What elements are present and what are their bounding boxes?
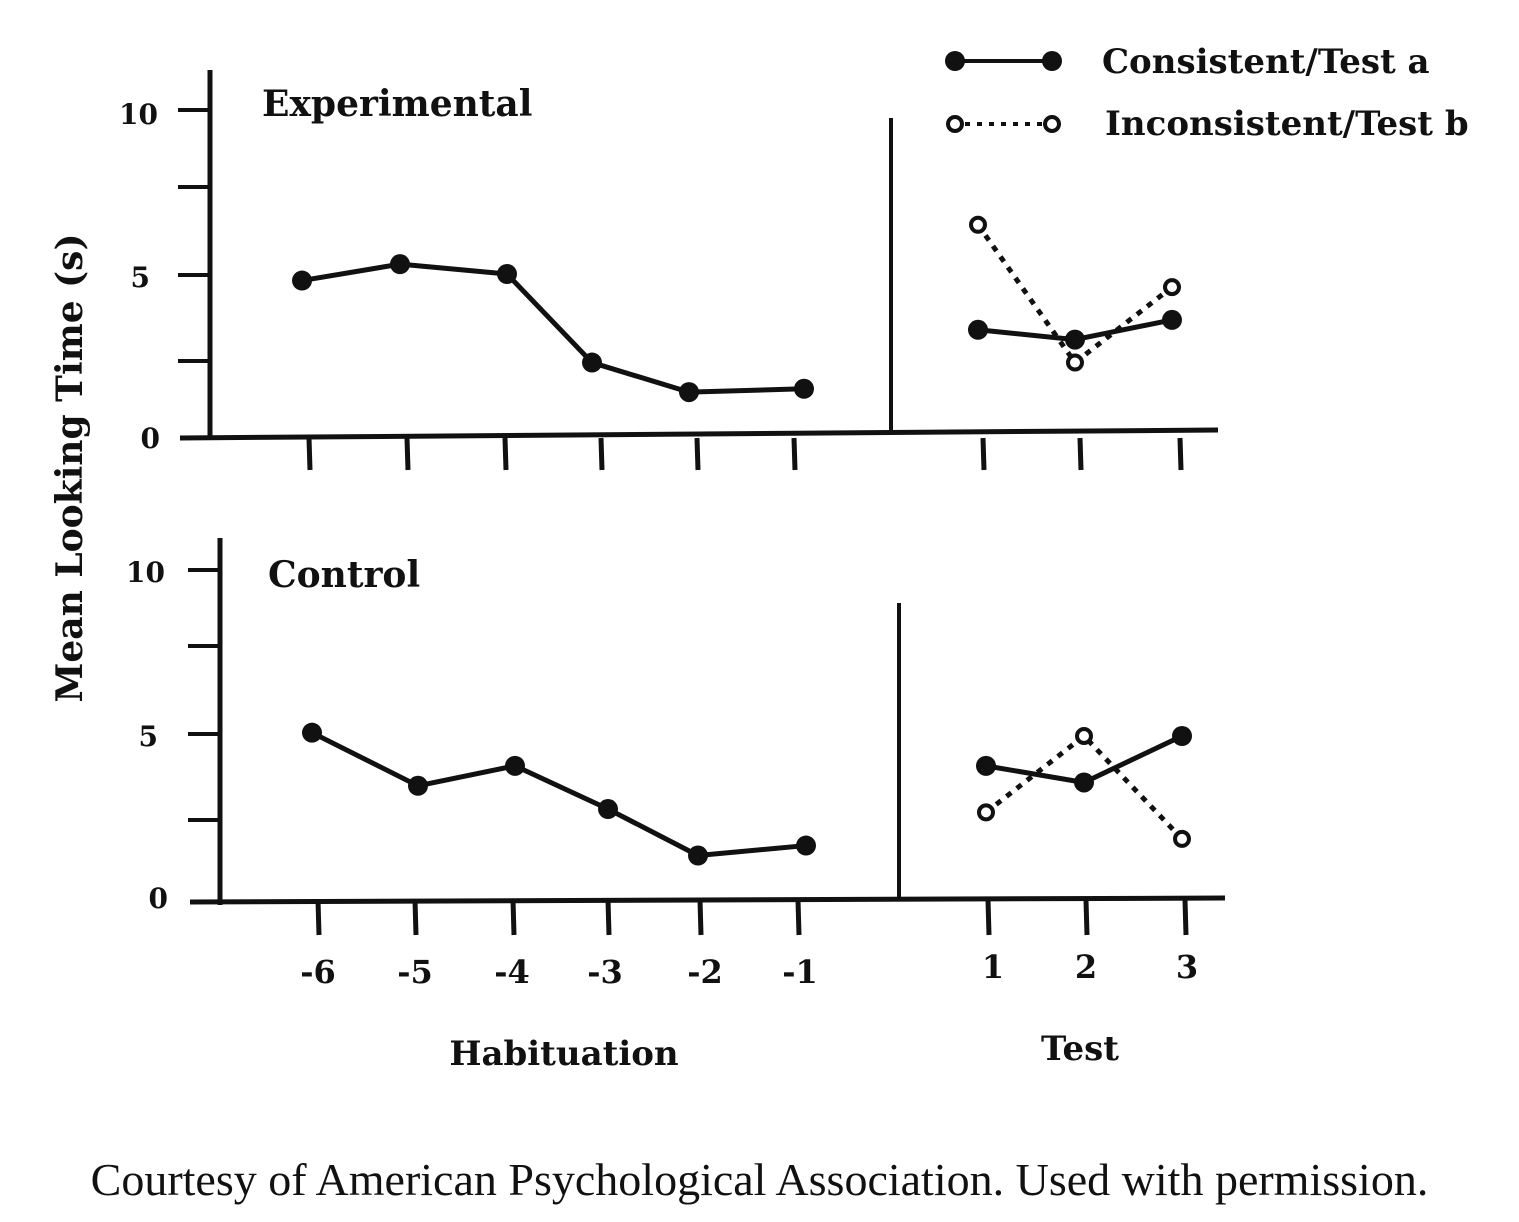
legend-filled-marker bbox=[945, 51, 965, 71]
y-tick-label-5: 5 bbox=[139, 720, 158, 753]
habituation-line bbox=[301, 261, 805, 395]
legend-item-consistent: Consistent/Test a bbox=[945, 42, 1430, 82]
x-tick-label: -4 bbox=[494, 953, 530, 991]
x-axis-tick bbox=[598, 437, 605, 471]
x-axis-tick bbox=[315, 899, 322, 936]
y-tick-label-10: 10 bbox=[126, 556, 165, 589]
x-axis-tick bbox=[795, 899, 802, 936]
inconsistent-point bbox=[1066, 353, 1084, 372]
legend-label-inconsistent: Inconsistent/Test b bbox=[1105, 104, 1469, 144]
caption: Courtesy of American Psychological Assoc… bbox=[90, 1154, 1429, 1205]
legend: Consistent/Test a Inconsistent/Test b bbox=[945, 42, 1469, 144]
habituation-point bbox=[505, 755, 525, 776]
habituation-point bbox=[497, 264, 517, 284]
panel-experimental: Experimental 10 5 0 bbox=[119, 70, 1219, 471]
inconsistent-line bbox=[975, 223, 1174, 367]
y-tick-label-0: 0 bbox=[149, 882, 168, 915]
inconsistent-line bbox=[984, 732, 1184, 841]
x-axis-tick bbox=[510, 899, 517, 936]
y-tick-label-5: 5 bbox=[131, 261, 150, 294]
x-tick-label: 2 bbox=[1075, 948, 1097, 986]
habituation-point bbox=[390, 254, 410, 275]
legend-filled-marker bbox=[1042, 51, 1062, 71]
legend-item-inconsistent: Inconsistent/Test b bbox=[946, 104, 1469, 144]
x-tick-label: -1 bbox=[782, 953, 818, 991]
x-axis-tick bbox=[980, 437, 987, 471]
x-axis-tick bbox=[1083, 899, 1090, 936]
consistent-point bbox=[968, 319, 988, 340]
x-axis-tick bbox=[1182, 899, 1189, 936]
x-axis-line bbox=[189, 895, 1226, 905]
panel-title-experimental: Experimental bbox=[262, 83, 532, 125]
x-axis-tick bbox=[791, 437, 798, 471]
x-axis-tick bbox=[412, 899, 419, 936]
consistent-point bbox=[1172, 726, 1192, 746]
inconsistent-point bbox=[1173, 829, 1191, 848]
x-axis-tick bbox=[605, 899, 612, 936]
habituation-point bbox=[292, 270, 312, 291]
x-axis-tick bbox=[1077, 437, 1084, 471]
x-tick-label: -5 bbox=[397, 953, 433, 991]
consistent-point bbox=[1074, 772, 1094, 793]
y-tick-label-10: 10 bbox=[119, 98, 158, 131]
habituation-point bbox=[679, 382, 699, 403]
y-tick-label-0: 0 bbox=[141, 422, 160, 455]
habituation-point bbox=[796, 835, 816, 856]
x-axis-tick bbox=[404, 437, 411, 471]
x-axis-tick bbox=[694, 437, 701, 471]
x-tick-label: 3 bbox=[1176, 948, 1198, 986]
inconsistent-point bbox=[977, 803, 995, 822]
x-axis-tick bbox=[502, 437, 509, 471]
habituation-point bbox=[302, 722, 322, 743]
legend-label-consistent: Consistent/Test a bbox=[1102, 42, 1430, 82]
habituation-point bbox=[408, 775, 428, 796]
inconsistent-point bbox=[1163, 278, 1181, 297]
consistent-point bbox=[1065, 329, 1085, 350]
x-tick-label: 1 bbox=[982, 948, 1004, 986]
y-axis-label: Mean Looking Time (s) bbox=[49, 234, 91, 703]
legend-open-marker bbox=[946, 115, 964, 133]
habituation-point bbox=[794, 378, 814, 399]
habituation-point bbox=[598, 799, 618, 820]
inconsistent-point bbox=[969, 215, 987, 234]
x-axis-label-habituation: Habituation bbox=[449, 1034, 678, 1074]
x-tick-label: -6 bbox=[300, 953, 336, 991]
x-axis-tick bbox=[985, 899, 992, 936]
habituation-point bbox=[582, 352, 602, 373]
x-axis-tick bbox=[306, 437, 313, 471]
x-tick-label: -3 bbox=[587, 953, 623, 991]
consistent-point bbox=[1162, 309, 1182, 330]
habituation-point bbox=[688, 845, 708, 866]
panel-title-control: Control bbox=[268, 554, 420, 596]
legend-open-marker bbox=[1043, 115, 1061, 133]
x-tick-label: -2 bbox=[687, 953, 723, 991]
x-axis-line bbox=[179, 427, 1219, 441]
inconsistent-point bbox=[1075, 727, 1093, 745]
x-axis-label-test: Test bbox=[1041, 1029, 1119, 1069]
panel-control: Control 10 5 0 -6 -5 -4 -3 -2 -1 1 2 3 bbox=[126, 538, 1226, 991]
x-axis-tick bbox=[1177, 437, 1184, 471]
x-axis-tick bbox=[697, 899, 704, 936]
habituation-line bbox=[310, 730, 807, 859]
consistent-point bbox=[976, 755, 996, 776]
